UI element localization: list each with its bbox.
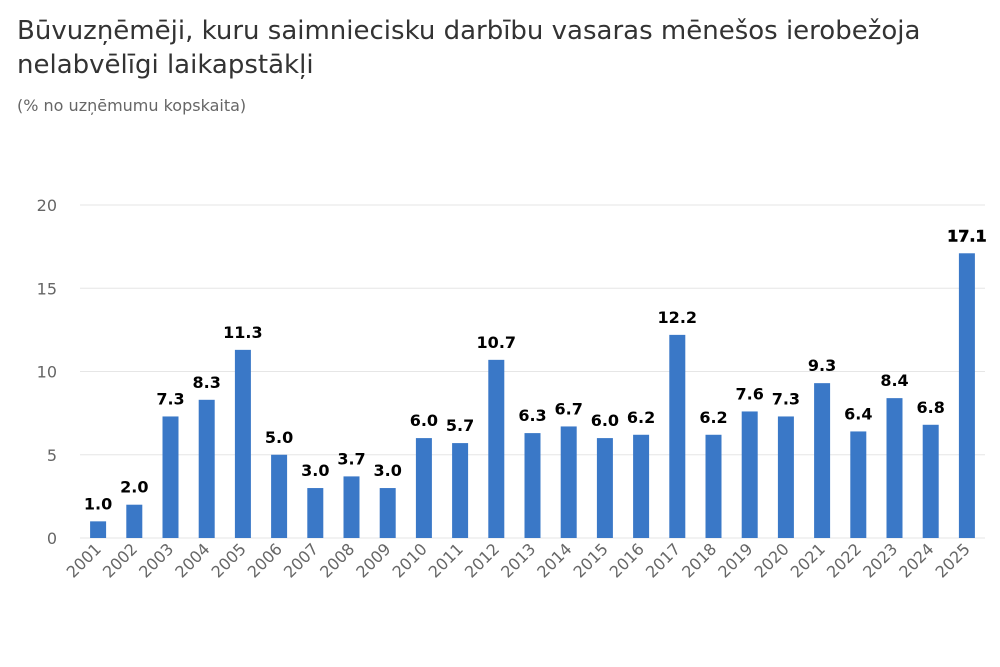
bar xyxy=(126,504,143,538)
data-label: 6.3 xyxy=(518,406,546,425)
x-tick-label: 2004 xyxy=(171,539,213,581)
y-axis-ticks: 0 5 10 15 20 xyxy=(37,196,57,548)
x-tick-label: 2012 xyxy=(461,539,503,581)
data-label: 11.3 xyxy=(223,323,262,342)
x-tick-label: 2016 xyxy=(606,539,648,581)
x-tick-label: 2023 xyxy=(859,539,901,581)
bar xyxy=(814,383,831,538)
data-label: 9.3 xyxy=(808,356,836,375)
x-tick-label: 2015 xyxy=(570,539,612,581)
data-label: 6.7 xyxy=(555,399,583,418)
x-tick-label: 2025 xyxy=(932,539,974,581)
data-label: 7.6 xyxy=(736,384,764,403)
x-tick-label: 2021 xyxy=(787,539,829,581)
x-tick-label: 2020 xyxy=(751,539,793,581)
data-label: 7.3 xyxy=(156,389,184,408)
x-tick-label: 2003 xyxy=(135,539,177,581)
data-label: 6.0 xyxy=(591,411,619,430)
bar xyxy=(741,411,758,538)
bar xyxy=(415,438,432,538)
x-tick-label: 2005 xyxy=(208,539,250,581)
x-tick-label: 2007 xyxy=(280,539,322,581)
data-label: 6.2 xyxy=(627,408,655,427)
x-tick-label: 2018 xyxy=(678,539,720,581)
x-tick-label: 2019 xyxy=(714,539,756,581)
bar xyxy=(162,416,179,538)
bar xyxy=(958,253,975,538)
bar xyxy=(90,521,107,538)
bar xyxy=(633,434,650,538)
data-label: 12.2 xyxy=(658,308,697,327)
data-label: 8.3 xyxy=(193,373,221,392)
x-tick-label: 2002 xyxy=(99,539,141,581)
x-tick-label: 2011 xyxy=(425,539,467,581)
bar xyxy=(343,476,360,538)
data-label: 17.1 xyxy=(947,226,986,245)
y-tick-label: 10 xyxy=(37,363,57,382)
bar xyxy=(705,434,722,538)
x-tick-label: 2006 xyxy=(244,539,286,581)
x-tick-label: 2022 xyxy=(823,539,865,581)
bar xyxy=(524,433,541,538)
bar xyxy=(850,431,867,538)
bar xyxy=(596,438,613,538)
data-label: 6.4 xyxy=(844,404,872,423)
data-label: 5.7 xyxy=(446,416,474,435)
bar xyxy=(452,443,469,538)
data-label: 6.0 xyxy=(410,411,438,430)
x-tick-label: 2001 xyxy=(63,539,105,581)
bar xyxy=(560,426,577,538)
gridlines xyxy=(80,204,985,539)
data-label: 6.2 xyxy=(699,408,727,427)
chart-title: Būvuzņēmēji, kuru saimniecisku darbību v… xyxy=(17,16,921,80)
y-tick-label: 5 xyxy=(47,446,57,465)
x-tick-label: 2014 xyxy=(533,539,575,581)
bar xyxy=(777,416,794,538)
bar xyxy=(198,399,215,538)
x-tick-label: 2024 xyxy=(895,539,937,581)
data-label: 3.0 xyxy=(301,461,329,480)
data-label: 1.0 xyxy=(84,494,112,513)
bar xyxy=(307,488,324,538)
data-label: 7.3 xyxy=(772,389,800,408)
data-labels: 1.0 2.0 7.3 8.3 11.3 5.0 3.0 3.7 3.0 6.0 5.7 10.7 6.… xyxy=(84,226,987,513)
bar xyxy=(379,488,396,538)
y-tick-label: 0 xyxy=(47,529,57,548)
bar xyxy=(922,424,939,538)
bar xyxy=(886,398,903,538)
bar xyxy=(271,454,288,538)
data-label: 3.0 xyxy=(374,461,402,480)
data-label: 2.0 xyxy=(120,478,148,497)
y-tick-label: 15 xyxy=(37,279,57,298)
data-label: 10.7 xyxy=(477,333,516,352)
x-tick-label: 2017 xyxy=(642,539,684,581)
bar xyxy=(669,334,686,538)
bars xyxy=(90,253,975,538)
data-label: 6.8 xyxy=(917,398,945,417)
x-tick-label: 2013 xyxy=(497,539,539,581)
data-label: 5.0 xyxy=(265,428,293,447)
x-tick-label: 2008 xyxy=(316,539,358,581)
bar xyxy=(234,349,251,538)
y-tick-label: 20 xyxy=(37,196,57,215)
x-axis-ticks: 2001200220032004200520062007200820092010… xyxy=(63,539,974,581)
x-tick-label: 2010 xyxy=(389,539,431,581)
x-tick-label: 2009 xyxy=(352,539,394,581)
bar xyxy=(488,359,505,538)
data-label: 8.4 xyxy=(880,371,908,390)
chart-subtitle: (% no uzņēmumu kopskaita) xyxy=(17,96,247,115)
data-label: 3.7 xyxy=(337,449,365,468)
